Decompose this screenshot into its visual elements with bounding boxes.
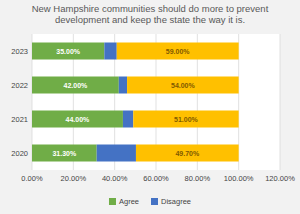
x-tick-label: 60.00% — [143, 174, 169, 183]
data-label: 51.00% — [174, 116, 199, 123]
bar — [32, 145, 97, 162]
bar — [32, 43, 104, 60]
legend-swatch — [109, 198, 116, 205]
bar — [119, 77, 127, 94]
data-label: 44.00% — [66, 116, 91, 123]
title: New Hampshire communities should do more… — [32, 3, 269, 25]
x-tick-label: 100.00% — [224, 174, 254, 183]
data-label: 49.70% — [175, 150, 200, 157]
data-label: 42.00% — [64, 82, 89, 89]
legend-swatch — [151, 198, 158, 205]
bar — [32, 111, 123, 128]
grid-line — [280, 34, 281, 170]
legend-label: Disagree — [161, 197, 191, 206]
bar — [104, 43, 116, 60]
y-tick-label: 2020 — [11, 149, 28, 158]
data-label: 54.00% — [171, 82, 196, 89]
data-label: 59.00% — [166, 48, 191, 55]
title-line: New Hampshire communities should do more… — [32, 3, 269, 14]
chart: New Hampshire communities should do more… — [0, 0, 300, 214]
title-line: development and keep the state the way i… — [55, 14, 245, 25]
bar — [32, 77, 119, 94]
data-labels: 35.00% 42.00% 44.00% 31.30% 59.00% 54.00% 51.0… — [52, 48, 199, 157]
y-tick-label: 2023 — [11, 47, 28, 56]
bar — [123, 111, 133, 128]
data-label: 31.30% — [52, 150, 77, 157]
data-label: 35.00% — [56, 48, 81, 55]
legend-label: Agree — [119, 197, 139, 206]
x-tick-label: 120.00% — [265, 174, 295, 183]
plot-area — [32, 34, 280, 170]
x-tick-label: 80.00% — [185, 174, 211, 183]
y-tick-label: 2021 — [11, 115, 28, 124]
y-tick-label: 2022 — [11, 81, 28, 90]
legend: Agree Disagree — [109, 197, 191, 206]
bar — [117, 43, 239, 60]
bar — [97, 145, 136, 162]
bar — [127, 77, 239, 94]
bar — [136, 145, 239, 162]
x-tick-label: 0.00% — [21, 174, 43, 183]
bars — [32, 43, 239, 162]
bar — [133, 111, 238, 128]
x-tick-label: 40.00% — [102, 174, 128, 183]
x-tick-label: 20.00% — [61, 174, 87, 183]
